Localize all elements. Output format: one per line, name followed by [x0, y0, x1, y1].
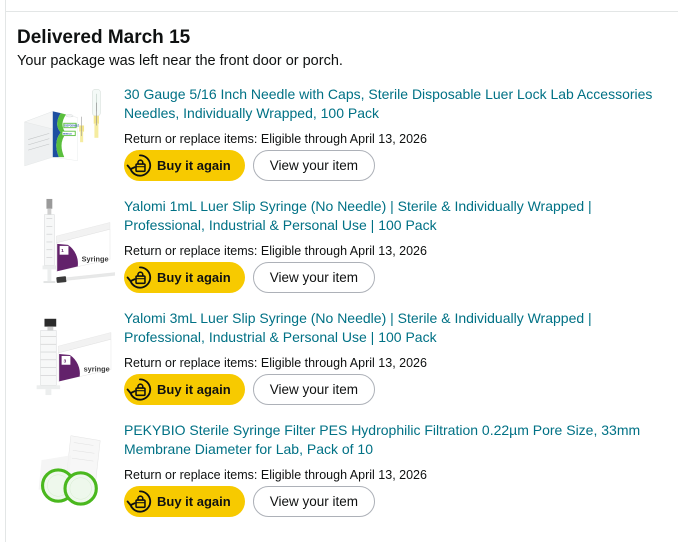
svg-text:3: 3: [64, 358, 67, 364]
svg-text:Syringe: Syringe: [82, 255, 109, 264]
svg-text:NEEDLE: NEEDLE: [63, 133, 72, 135]
svg-text:syringe: syringe: [84, 365, 110, 374]
svg-text:DISPOSABLE: DISPOSABLE: [64, 125, 79, 128]
svg-text:1: 1: [61, 248, 64, 254]
